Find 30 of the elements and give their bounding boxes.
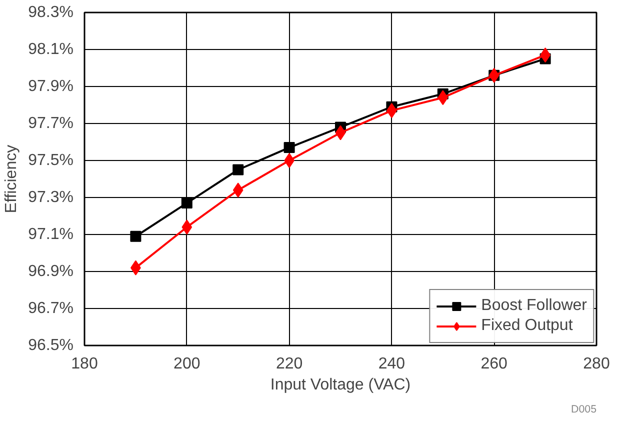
y-tick-label: 96.7% — [28, 300, 74, 317]
y-tick-label: 97.1% — [28, 226, 74, 243]
y-tick-label: 97.3% — [28, 189, 74, 206]
y-tick-label: 97.5% — [28, 152, 74, 169]
point — [284, 142, 295, 154]
y-tick-label: 98.1% — [28, 41, 74, 58]
point — [284, 153, 294, 168]
y-tick-label: 97.9% — [28, 78, 74, 95]
legend-label: Fixed Output — [481, 317, 573, 335]
y-tick-label: 97.7% — [28, 115, 74, 132]
x-tick-label: 280 — [583, 356, 610, 372]
y-tick-label: 98.3% — [28, 4, 74, 21]
point — [182, 220, 192, 235]
point — [232, 182, 244, 198]
x-tick-label: 260 — [480, 356, 508, 372]
x-tick-label: 200 — [174, 356, 200, 372]
point — [130, 230, 142, 242]
point — [181, 198, 192, 209]
point — [232, 164, 244, 176]
x-tick-label: 180 — [71, 356, 98, 372]
x-tick-label: 220 — [276, 356, 303, 372]
y-tick-label: 96.9% — [28, 263, 74, 280]
legend-label: Boost Follower — [481, 297, 587, 315]
x-axis-title: Input Voltage (VAC) — [270, 376, 411, 394]
text: D005 — [571, 404, 597, 416]
point — [335, 125, 346, 140]
y-axis-title: Efficiency — [3, 144, 20, 214]
x-tick-label: 240 — [378, 356, 406, 372]
point — [438, 90, 448, 106]
y-tick-label: 96.5% — [28, 337, 74, 354]
